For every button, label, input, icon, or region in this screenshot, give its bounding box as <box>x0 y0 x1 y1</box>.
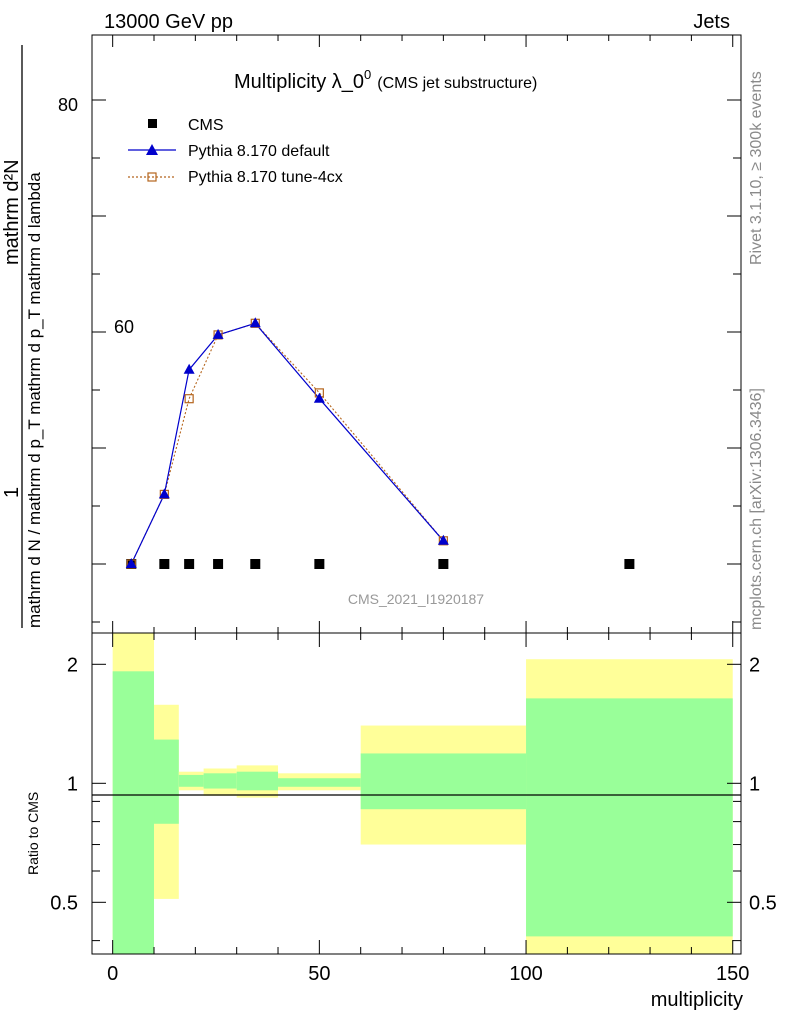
main-ticks <box>92 35 741 633</box>
cms-point <box>438 559 449 569</box>
chart-title: Multiplicity λ_00 (CMS jet substructure) <box>234 67 537 93</box>
ratio-band-green <box>112 671 155 954</box>
ratio-ytick-label-left: 2 <box>67 654 78 676</box>
ratio-band-green <box>203 773 237 789</box>
ylabel-denominator: mathrm d N / mathrm d p_T mathrm d p_T m… <box>25 172 44 628</box>
ytick-label-60: 60 <box>114 317 134 337</box>
legend-label-default: Pythia 8.170 default <box>188 143 330 160</box>
default-point <box>125 558 137 568</box>
legend-label-cms: CMS <box>188 117 224 134</box>
ratio-panel: 0.5 0.5 1 1 2 2 0 50 100 150 Ratio to CMS multipl… <box>25 632 777 1011</box>
ratio-ytick-label-left: 1 <box>67 773 78 795</box>
ratio-frame <box>91 632 742 955</box>
cms-point <box>159 559 170 569</box>
cms-point <box>250 559 261 569</box>
header-energy: 13000 GeV pp <box>104 11 233 33</box>
main-panel: 80 60 Multiplicity λ_00 (CMS jet substruc… <box>58 34 742 634</box>
legend: CMS Pythia 8.170 default Pythia 8.170 tu… <box>128 117 343 186</box>
x-tick-label: 150 <box>716 963 749 985</box>
cms-point <box>314 559 325 569</box>
ratio-band-green <box>278 778 361 787</box>
ratio-ytick-label-right: 0.5 <box>749 892 777 914</box>
chart-title-superscript: 0 <box>364 67 371 82</box>
ratio-band-green <box>526 698 733 937</box>
ratio-ytick-label-left: 0.5 <box>50 892 78 914</box>
ylabel-numerator: mathrm d²N <box>1 159 23 265</box>
ratio-band-green <box>236 771 279 791</box>
header-process: Jets <box>693 11 730 33</box>
default-point <box>183 363 195 374</box>
legend-label-tune: Pythia 8.170 tune-4cx <box>188 169 343 186</box>
ratio-band-green <box>178 774 204 787</box>
cms-point <box>213 559 224 569</box>
default-point <box>437 534 449 545</box>
ylabel-one: 1 <box>1 487 23 498</box>
chart-title-main: Multiplicity λ_0 <box>234 71 364 93</box>
x-tick-label: 50 <box>308 963 330 985</box>
default-point <box>249 317 261 328</box>
series-line-default <box>130 322 444 565</box>
ratio-labels: 0.5 0.5 1 1 2 2 0 50 100 150 <box>50 654 777 985</box>
series-line-tune <box>130 322 444 565</box>
ratio-ytick-label-right: 2 <box>749 654 760 676</box>
legend-marker-cms <box>148 119 157 128</box>
default-point <box>212 328 224 339</box>
x-tick-label: 100 <box>509 963 542 985</box>
default-point <box>158 488 170 499</box>
legend-marker-default <box>146 144 158 155</box>
x-axis-label: multiplicity <box>651 989 743 1011</box>
ratio-band-green <box>154 739 179 824</box>
legend-marker-tune <box>147 172 157 182</box>
side-label-mcplots: mcplots.cern.ch [arXiv:1306.3436] <box>748 388 765 630</box>
ratio-ticks <box>92 633 741 954</box>
ratio-bands <box>112 633 733 954</box>
cms-point <box>184 559 195 569</box>
main-ylabel: mathrm d²N mathrm d N / mathrm d p_T mat… <box>1 45 44 628</box>
ratio-ylabel: Ratio to CMS <box>25 792 41 875</box>
main-data <box>125 317 635 569</box>
cms-point <box>624 559 635 569</box>
chart-title-subtitle: (CMS jet substructure) <box>377 75 537 92</box>
watermark: CMS_2021_I1920187 <box>348 591 484 607</box>
x-tick-label: 0 <box>107 963 118 985</box>
ytick-label-80: 80 <box>58 95 78 115</box>
ratio-band-green <box>360 753 527 810</box>
ratio-ytick-label-right: 1 <box>749 773 760 795</box>
default-point <box>313 392 325 403</box>
tune-point <box>184 394 194 404</box>
side-label-rivet: Rivet 3.1.10, ≥ 300k events <box>748 71 765 265</box>
